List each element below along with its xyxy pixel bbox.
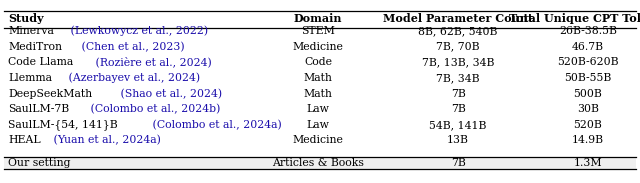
Text: (Azerbayev et al., 2024): (Azerbayev et al., 2024) — [65, 73, 200, 83]
Text: STEM: STEM — [301, 26, 335, 36]
Text: 7B, 70B: 7B, 70B — [436, 42, 480, 52]
Text: 54B, 141B: 54B, 141B — [429, 120, 486, 130]
Text: Study: Study — [8, 12, 44, 23]
Text: Math: Math — [303, 73, 332, 83]
Text: Our setting: Our setting — [8, 158, 70, 168]
Text: 520B: 520B — [573, 120, 602, 130]
Text: (Shao et al., 2024): (Shao et al., 2024) — [116, 88, 221, 99]
Text: 50B-55B: 50B-55B — [564, 73, 612, 83]
Text: (Colombo et al., 2024b): (Colombo et al., 2024b) — [87, 104, 220, 114]
Text: Model Parameter Count: Model Parameter Count — [383, 12, 533, 23]
Text: 14.9B: 14.9B — [572, 135, 604, 145]
Text: SaulLM-7B: SaulLM-7B — [8, 104, 69, 114]
Text: 520B-620B: 520B-620B — [557, 57, 619, 67]
Text: (Chen et al., 2023): (Chen et al., 2023) — [77, 42, 184, 52]
Text: Law: Law — [307, 104, 330, 114]
Text: Law: Law — [307, 120, 330, 130]
Text: 1.3M: 1.3M — [573, 158, 602, 168]
Text: Domain: Domain — [294, 12, 342, 23]
Text: HEAL: HEAL — [8, 135, 40, 145]
Text: Code Llama: Code Llama — [8, 57, 73, 67]
Text: 7B, 34B: 7B, 34B — [436, 73, 480, 83]
Text: Code: Code — [304, 57, 332, 67]
Text: (Yuan et al., 2024a): (Yuan et al., 2024a) — [50, 135, 161, 146]
Text: SaulLM-{54, 141}B: SaulLM-{54, 141}B — [8, 119, 118, 130]
Text: Articles & Books: Articles & Books — [272, 158, 364, 168]
Bar — [4, 157, 636, 169]
Text: Medicine: Medicine — [292, 42, 344, 52]
Text: 8B, 62B, 540B: 8B, 62B, 540B — [419, 26, 498, 36]
Text: 26B-38.5B: 26B-38.5B — [559, 26, 617, 36]
Text: Minerva: Minerva — [8, 26, 54, 36]
Text: Medicine: Medicine — [292, 135, 344, 145]
Text: Llemma: Llemma — [8, 73, 52, 83]
Text: DeepSeekMath: DeepSeekMath — [8, 89, 92, 99]
Text: (Rozière et al., 2024): (Rozière et al., 2024) — [92, 57, 212, 68]
Text: 7B, 13B, 34B: 7B, 13B, 34B — [422, 57, 494, 67]
Text: 13B: 13B — [447, 135, 469, 145]
Text: Total Unique CPT Tokens: Total Unique CPT Tokens — [509, 12, 640, 23]
Text: 46.7B: 46.7B — [572, 42, 604, 52]
Text: (Lewkowycz et al., 2022): (Lewkowycz et al., 2022) — [67, 26, 208, 36]
Text: 500B: 500B — [573, 89, 602, 99]
Text: 7B: 7B — [451, 158, 465, 168]
Text: 7B: 7B — [451, 104, 465, 114]
Text: 7B: 7B — [451, 89, 465, 99]
Text: 30B: 30B — [577, 104, 599, 114]
Text: (Colombo et al., 2024a): (Colombo et al., 2024a) — [150, 120, 282, 130]
Text: Math: Math — [303, 89, 332, 99]
Text: MediTron: MediTron — [8, 42, 62, 52]
